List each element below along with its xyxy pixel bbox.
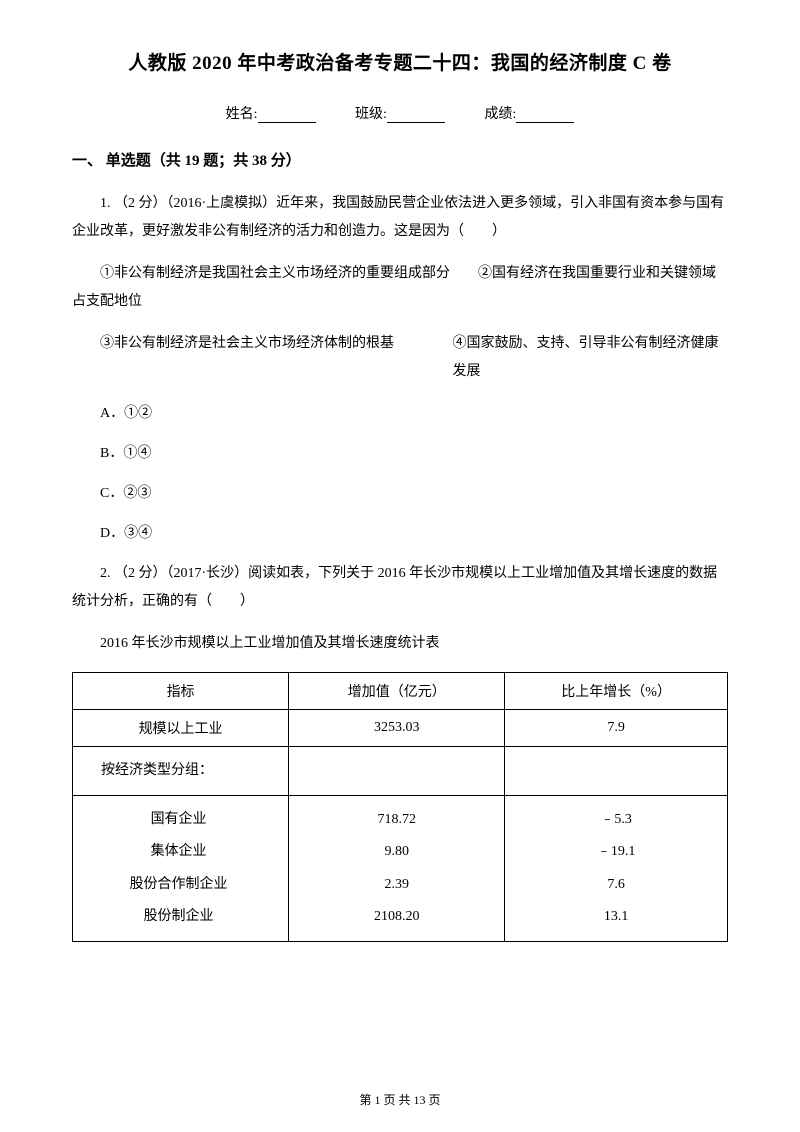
- cell-empty: [289, 747, 505, 796]
- q1-choice-4: ④国家鼓励、支持、引导非公有制经济健康发展: [452, 330, 728, 386]
- student-info: 姓名: 班级: 成绩:: [72, 103, 728, 123]
- group-value: 2.39: [293, 869, 500, 901]
- q2-table-title: 2016 年长沙市规模以上工业增加值及其增长速度统计表: [72, 630, 728, 658]
- cell-indicator: 规模以上工业: [73, 710, 289, 747]
- q1-choice-3: ③非公有制经济是社会主义市场经济体制的根基: [72, 330, 452, 386]
- score-label: 成绩:: [484, 107, 516, 122]
- page-footer: 第 1 页 共 13 页: [0, 1091, 800, 1108]
- cell-growth: 7.9: [505, 710, 728, 747]
- cell-group-growth: ﹣5.3 ﹣19.1 7.6 13.1: [505, 796, 728, 942]
- group-label: 股份合作制企业: [101, 869, 284, 901]
- group-growth: 13.1: [509, 901, 723, 933]
- q1-choice-12: ①非公有制经济是我国社会主义市场经济的重要组成部分 ②国有经济在我国重要行业和关…: [72, 260, 728, 316]
- table-header-row: 指标 增加值（亿元） 比上年增长（%）: [73, 673, 728, 710]
- name-label: 姓名:: [226, 107, 258, 122]
- group-growth: ﹣5.3: [509, 804, 723, 836]
- cell-group-header: 按经济类型分组：: [73, 747, 289, 796]
- q1-choices-row1: ①非公有制经济是我国社会主义市场经济的重要组成部分 ②国有经济在我国重要行业和关…: [72, 260, 728, 316]
- cell-value: 3253.03: [289, 710, 505, 747]
- page-title: 人教版 2020 年中考政治备考专题二十四：我国的经济制度 C 卷: [72, 48, 728, 75]
- group-label: 国有企业: [101, 804, 284, 836]
- th-growth: 比上年增长（%）: [505, 673, 728, 710]
- class-label: 班级:: [355, 107, 387, 122]
- table-row-group: 国有企业 集体企业 股份合作制企业 股份制企业 718.72 9.80 2.39…: [73, 796, 728, 942]
- group-label: 集体企业: [101, 836, 284, 868]
- q2-stem: 2. （2 分）（2017·长沙）阅读如表，下列关于 2016 年长沙市规模以上…: [72, 560, 728, 616]
- group-value: 2108.20: [293, 901, 500, 933]
- cell-group-labels: 国有企业 集体企业 股份合作制企业 股份制企业: [73, 796, 289, 942]
- cell-group-values: 718.72 9.80 2.39 2108.20: [289, 796, 505, 942]
- group-growth: ﹣19.1: [509, 836, 723, 868]
- q2-table: 指标 增加值（亿元） 比上年增长（%） 规模以上工业 3253.03 7.9 按…: [72, 672, 728, 942]
- q1-option-b: B．①④: [72, 440, 728, 468]
- table-row: 规模以上工业 3253.03 7.9: [73, 710, 728, 747]
- group-value: 718.72: [293, 804, 500, 836]
- th-value: 增加值（亿元）: [289, 673, 505, 710]
- q1-option-c: C．②③: [72, 480, 728, 508]
- class-blank[interactable]: [387, 109, 445, 123]
- score-blank[interactable]: [516, 109, 574, 123]
- table-row: 按经济类型分组：: [73, 747, 728, 796]
- th-indicator: 指标: [73, 673, 289, 710]
- q1-option-d: D．③④: [72, 520, 728, 548]
- group-label: 股份制企业: [101, 901, 284, 933]
- q1-choices-row2: ③非公有制经济是社会主义市场经济体制的根基 ④国家鼓励、支持、引导非公有制经济健…: [72, 330, 728, 386]
- cell-empty: [505, 747, 728, 796]
- q1-option-a: A．①②: [72, 400, 728, 428]
- group-growth: 7.6: [509, 869, 723, 901]
- section-heading: 一、 单选题（共 19 题；共 38 分）: [72, 149, 728, 170]
- group-value: 9.80: [293, 836, 500, 868]
- q1-stem: 1. （2 分）（2016·上虞模拟）近年来，我国鼓励民营企业依法进入更多领域，…: [72, 190, 728, 246]
- name-blank[interactable]: [258, 109, 316, 123]
